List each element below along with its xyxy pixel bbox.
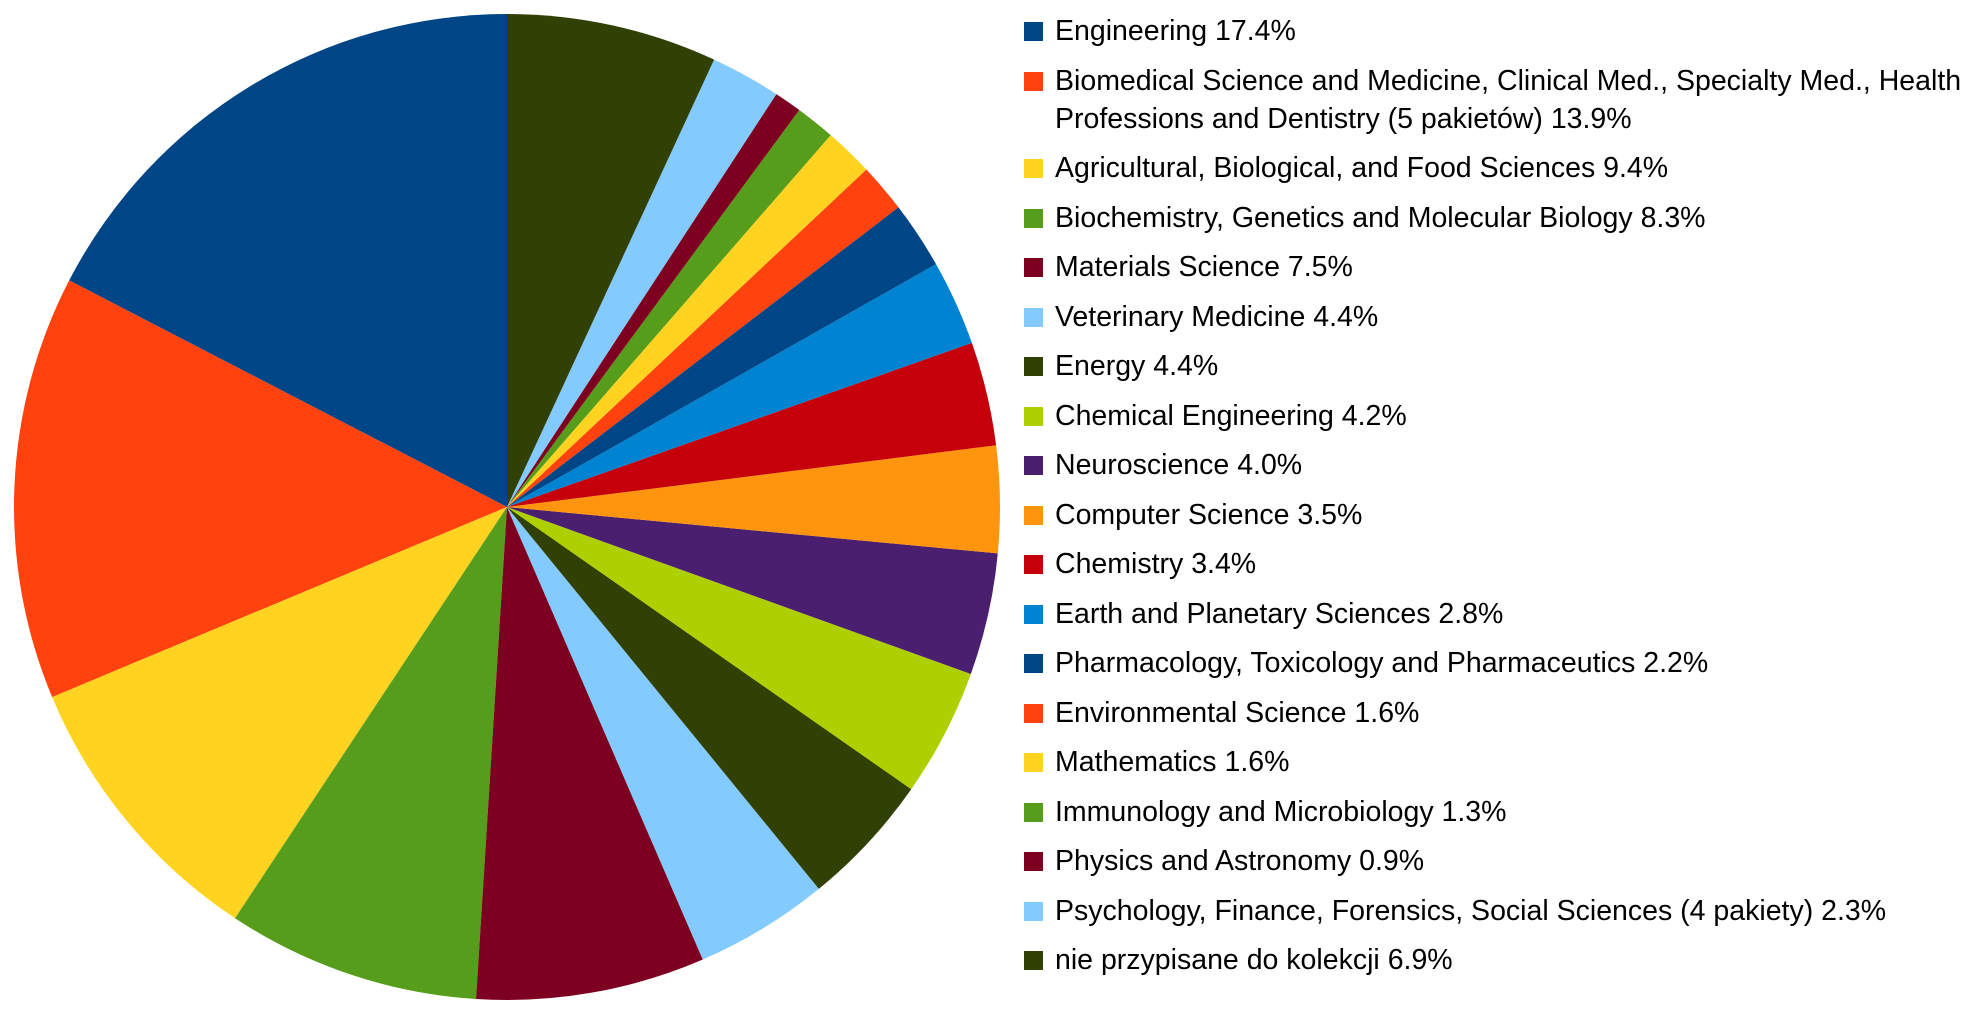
legend-value: 9.4% <box>1603 152 1669 184</box>
legend-item: Agricultural, Biological, and Food Scien… <box>1024 149 1976 187</box>
legend-label: Energy <box>1055 350 1146 382</box>
legend-value: 13.9% <box>1550 102 1632 135</box>
legend-value: 4.4% <box>1153 350 1219 382</box>
legend-swatch <box>1024 71 1043 91</box>
pie-slice <box>13 280 507 698</box>
legend-label: Agricultural, Biological, and Food Scien… <box>1055 152 1596 184</box>
pie-slice <box>507 207 937 508</box>
legend-item: Biochemistry, Genetics and Molecular Bio… <box>1024 199 1976 237</box>
legend-value: 2.3% <box>1821 894 1887 927</box>
legend-value: 8.3% <box>1640 201 1706 234</box>
pie-slice <box>69 14 507 507</box>
legend-value: 2.2% <box>1643 647 1709 679</box>
legend-item: Chemistry 3.4% <box>1024 545 1976 583</box>
pie-slice <box>507 342 997 507</box>
legend-label: Mathematics <box>1055 746 1217 778</box>
pie-slice <box>507 507 819 960</box>
legend-label: Biochemistry, Genetics and Molecular Bio… <box>1055 201 1633 234</box>
legend-label: Neuroscience <box>1055 449 1230 481</box>
pie-slice <box>507 94 800 507</box>
legend-label: Chemical Engineering <box>1055 399 1334 432</box>
legend-swatch <box>1024 604 1043 624</box>
pie-slice <box>507 445 1000 554</box>
legend-swatch <box>1024 852 1043 871</box>
legend-value: 17.4% <box>1215 15 1296 47</box>
legend-item: Physics and Astronomy 0.9% <box>1024 842 1976 880</box>
legend-item: Energy 4.4% <box>1024 347 1976 385</box>
legend-swatch <box>1024 208 1043 228</box>
legend-label: Engineering <box>1055 15 1208 47</box>
pie-slice <box>507 507 971 790</box>
legend-value: 3.5% <box>1297 498 1363 531</box>
legend-label: Computer Science <box>1055 498 1290 531</box>
legend-label: Biomedical Science and Medicine, Clinica… <box>1055 64 1962 135</box>
legend-swatch <box>1024 951 1043 970</box>
legend-item: Materials Science 7.5% <box>1024 248 1976 286</box>
legend-item: Chemical Engineering 4.2% <box>1024 397 1976 435</box>
pie-slice <box>507 507 912 889</box>
legend: Engineering 17.4% Biomedical Science and … <box>1024 12 1976 991</box>
legend-label: Physics and Astronomy <box>1055 845 1352 877</box>
legend-swatch <box>1024 456 1043 475</box>
legend-label: Psychology, Finance, Forensics, Social S… <box>1055 894 1814 927</box>
pie-slice <box>507 14 715 507</box>
legend-value: 4.0% <box>1237 449 1303 481</box>
legend-item: nie przypisane do kolekcji 6.9% <box>1024 941 1976 979</box>
legend-swatch <box>1024 22 1043 41</box>
legend-value: 7.5% <box>1287 251 1353 283</box>
legend-value: 1.3% <box>1441 795 1507 828</box>
pie-slice <box>507 109 831 507</box>
pie-slice <box>52 507 507 919</box>
pie-chart <box>13 14 1000 1000</box>
legend-item: Neuroscience 4.0% <box>1024 446 1976 484</box>
legend-label: Materials Science <box>1055 251 1280 283</box>
legend-value: 6.9% <box>1387 944 1453 976</box>
legend-swatch <box>1024 654 1043 673</box>
pie-slice <box>507 59 777 508</box>
legend-label: Pharmacology, Toxicology and Pharmaceuti… <box>1055 647 1636 679</box>
legend-swatch <box>1024 406 1043 426</box>
legend-value: 2.8% <box>1438 597 1504 630</box>
legend-label: Earth and Planetary Sciences <box>1055 597 1431 630</box>
legend-value: 4.2% <box>1341 399 1407 432</box>
legend-label: Veterinary Medicine <box>1055 300 1306 333</box>
legend-item: Psychology, Finance, Forensics, Social S… <box>1024 892 1976 930</box>
legend-swatch <box>1024 901 1043 921</box>
legend-value: 4.4% <box>1313 300 1379 333</box>
legend-value: 0.9% <box>1359 845 1425 877</box>
legend-item: Mathematics 1.6% <box>1024 743 1976 781</box>
legend-item: Biomedical Science and Medicine, Clinica… <box>1024 62 1976 138</box>
pie-slice <box>476 507 703 1000</box>
pie-slice <box>507 264 972 507</box>
legend-swatch <box>1024 802 1043 822</box>
legend-label: nie przypisane do kolekcji <box>1055 944 1380 976</box>
legend-swatch <box>1024 159 1043 178</box>
legend-label: Environmental Science <box>1055 696 1347 729</box>
legend-item: Pharmacology, Toxicology and Pharmaceuti… <box>1024 644 1976 682</box>
legend-swatch <box>1024 505 1043 525</box>
legend-item: Computer Science 3.5% <box>1024 496 1976 534</box>
legend-swatch <box>1024 258 1043 277</box>
pie-slice <box>507 507 998 674</box>
legend-swatch <box>1024 753 1043 772</box>
legend-item: Immunology and Microbiology 1.3% <box>1024 793 1976 831</box>
legend-item: Earth and Planetary Sciences 2.8% <box>1024 595 1976 633</box>
legend-swatch <box>1024 307 1043 327</box>
legend-item: Environmental Science 1.6% <box>1024 694 1976 732</box>
pie-slice <box>235 507 508 1000</box>
pie-slice <box>507 135 867 508</box>
legend-item: Veterinary Medicine 4.4% <box>1024 298 1976 336</box>
legend-swatch <box>1024 357 1043 376</box>
legend-swatch <box>1024 703 1043 723</box>
legend-swatch <box>1024 555 1043 574</box>
legend-label: Immunology and Microbiology <box>1055 795 1434 828</box>
legend-value: 1.6% <box>1224 746 1290 778</box>
legend-value: 1.6% <box>1354 696 1420 729</box>
legend-item: Engineering 17.4% <box>1024 12 1976 50</box>
legend-label: Chemistry <box>1055 548 1184 580</box>
legend-value: 3.4% <box>1191 548 1257 580</box>
pie-slice <box>507 169 899 507</box>
